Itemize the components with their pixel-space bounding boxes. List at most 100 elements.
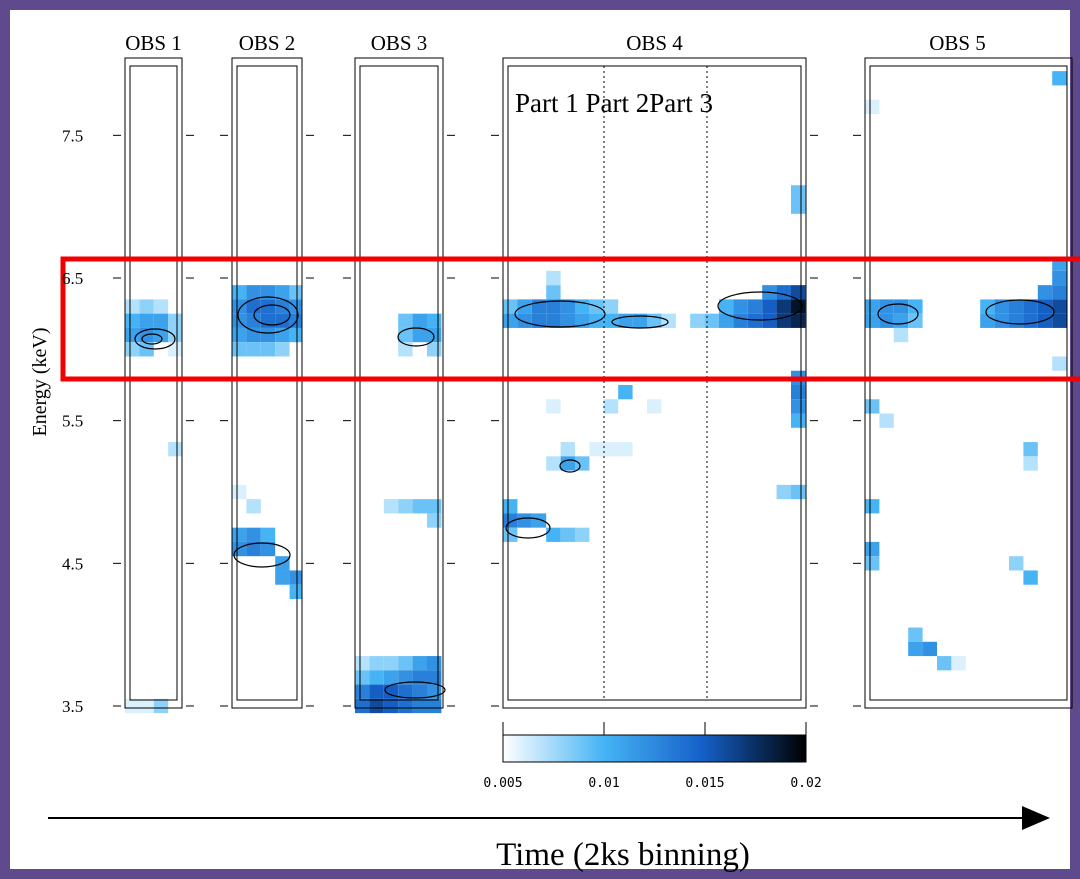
heat-cell xyxy=(791,385,806,400)
heat-cell xyxy=(546,270,561,286)
heat-cell xyxy=(546,299,561,314)
heat-cell xyxy=(879,299,894,314)
heat-cell xyxy=(1023,442,1038,457)
heat-cell xyxy=(260,541,276,557)
heat-cell xyxy=(427,313,442,328)
heat-cell xyxy=(1052,356,1067,371)
heat-cell xyxy=(647,399,662,414)
heat-cell xyxy=(791,313,806,328)
heat-cell xyxy=(232,484,247,500)
heat-cell xyxy=(125,641,140,657)
heat-cell xyxy=(289,285,302,300)
heat-cell xyxy=(427,698,442,714)
heat-cell xyxy=(355,656,370,671)
heat-cell xyxy=(1023,570,1038,585)
heat-cell xyxy=(560,299,575,314)
panel-frame xyxy=(502,57,807,709)
heat-cell xyxy=(246,541,261,557)
heat-cell xyxy=(168,327,182,343)
heat-cell xyxy=(560,442,575,457)
heat-cell xyxy=(517,313,532,328)
heat-cell xyxy=(260,342,276,357)
heat-cell xyxy=(369,670,384,685)
heat-cell xyxy=(383,228,399,243)
heat-cell xyxy=(618,442,633,457)
heat-cell xyxy=(560,313,575,328)
heat-cell xyxy=(246,342,261,357)
heat-cell xyxy=(398,313,413,328)
heat-cell xyxy=(632,456,647,471)
heat-cell xyxy=(1052,285,1067,300)
heat-cell xyxy=(791,413,806,428)
heat-cell xyxy=(517,513,532,528)
heat-cell xyxy=(994,313,1009,328)
heat-cell xyxy=(603,442,619,457)
heat-cell xyxy=(865,556,880,571)
heat-cell xyxy=(908,299,923,314)
heat-cell xyxy=(893,313,909,328)
heat-cell xyxy=(603,313,619,328)
heat-cell xyxy=(690,313,705,328)
heat-cell xyxy=(275,327,290,343)
heat-cell xyxy=(260,313,276,328)
heat-cell xyxy=(412,684,427,699)
panel-frame xyxy=(231,57,303,709)
heat-cell xyxy=(908,627,923,642)
heat-cell xyxy=(369,684,384,699)
heat-cell xyxy=(232,327,247,343)
heat-cell xyxy=(776,285,791,300)
heat-cell xyxy=(289,570,302,585)
heat-cell xyxy=(355,670,370,685)
heat-cell xyxy=(503,527,518,542)
heat-cell xyxy=(246,313,261,328)
heat-cell xyxy=(232,285,247,300)
heat-cell xyxy=(865,541,880,557)
heat-cell xyxy=(546,527,561,542)
heat-cell xyxy=(1052,71,1067,86)
heat-cell xyxy=(153,313,169,328)
heat-cell xyxy=(412,313,427,328)
heat-cell xyxy=(168,342,182,357)
heat-cell xyxy=(1009,556,1024,571)
heat-cell xyxy=(618,385,633,400)
y-tick-label: 3.5 xyxy=(62,697,83,716)
heat-cell xyxy=(369,242,384,257)
heat-cell xyxy=(776,299,791,314)
heat-cell xyxy=(503,513,518,528)
heat-cell xyxy=(1023,299,1038,314)
heat-cell xyxy=(980,299,995,314)
heat-cell xyxy=(427,656,442,671)
heat-cell xyxy=(427,342,442,357)
heat-cell xyxy=(980,313,995,328)
heat-cell xyxy=(503,499,518,514)
heat-cell xyxy=(246,285,261,300)
heat-cell xyxy=(1023,313,1038,328)
heat-cell xyxy=(275,570,290,585)
heat-cell xyxy=(893,299,909,314)
heat-cell xyxy=(1052,313,1067,328)
heat-cell xyxy=(246,299,261,314)
heat-cell xyxy=(412,327,427,343)
heat-cell xyxy=(603,299,619,314)
heat-cell xyxy=(791,185,806,200)
heat-cell xyxy=(560,527,575,542)
highlight-box xyxy=(60,256,1080,382)
heat-cell xyxy=(879,313,894,328)
heat-cell xyxy=(412,698,427,714)
heat-cell xyxy=(719,299,734,314)
panel-frame xyxy=(124,57,183,709)
heat-cell xyxy=(791,484,806,500)
colorbar-tick-label: 0.005 xyxy=(483,776,522,791)
heat-cell xyxy=(355,684,370,699)
panel-frame-inner xyxy=(507,65,802,701)
heat-cell xyxy=(412,656,427,671)
heat-cell xyxy=(153,327,169,343)
heat-cell xyxy=(125,327,140,343)
y-axis-label: Energy (keV) xyxy=(29,327,51,436)
heat-cell xyxy=(275,285,290,300)
heat-cell xyxy=(937,656,952,671)
colorbar-tick-label: 0.015 xyxy=(685,776,724,791)
heat-cell xyxy=(791,285,806,300)
heat-cell xyxy=(383,499,399,514)
heat-cell xyxy=(1052,299,1067,314)
